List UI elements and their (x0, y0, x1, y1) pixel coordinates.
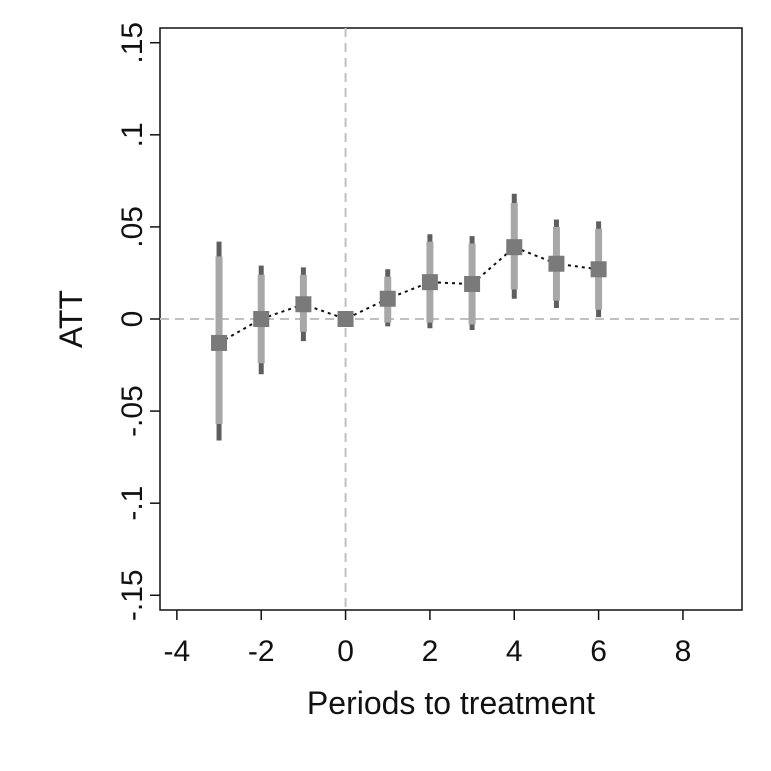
x-axis-title: Periods to treatment (307, 685, 595, 721)
y-tick-label: -.05 (116, 385, 149, 437)
y-tick-label: -.15 (116, 569, 149, 621)
y-tick-label: .05 (116, 206, 149, 248)
series-line (218, 246, 599, 344)
point-marker (211, 334, 228, 351)
x-tick-label: 0 (337, 635, 354, 668)
x-tick-label: 4 (506, 635, 523, 668)
y-tick-label: .15 (116, 22, 149, 64)
x-tick-label: -2 (248, 635, 275, 668)
point-marker (590, 261, 607, 278)
point-marker (506, 239, 523, 256)
point-marker (295, 296, 312, 313)
point-marker (548, 255, 565, 272)
confidence-intervals-outer (216, 193, 602, 441)
y-axis: -.15 -.1 -.05 0 .05 .1 .15 (116, 22, 160, 621)
reference-lines (160, 28, 742, 610)
point-marker (253, 311, 270, 327)
y-tick-label: .1 (116, 122, 149, 147)
y-tick-label: -.1 (116, 486, 149, 521)
x-tick-label: 6 (590, 635, 607, 668)
x-tick-label: 8 (675, 635, 692, 668)
y-axis-title: ATT (53, 290, 89, 348)
point-marker (464, 276, 481, 293)
y-tick-label: 0 (116, 311, 149, 328)
point-markers (211, 239, 607, 351)
point-marker (337, 311, 354, 327)
point-marker (421, 274, 438, 291)
point-marker (379, 290, 396, 307)
x-tick-label: -4 (164, 635, 191, 668)
x-axis: -4 -2 0 2 4 6 8 (164, 610, 692, 668)
x-tick-label: 2 (422, 635, 439, 668)
